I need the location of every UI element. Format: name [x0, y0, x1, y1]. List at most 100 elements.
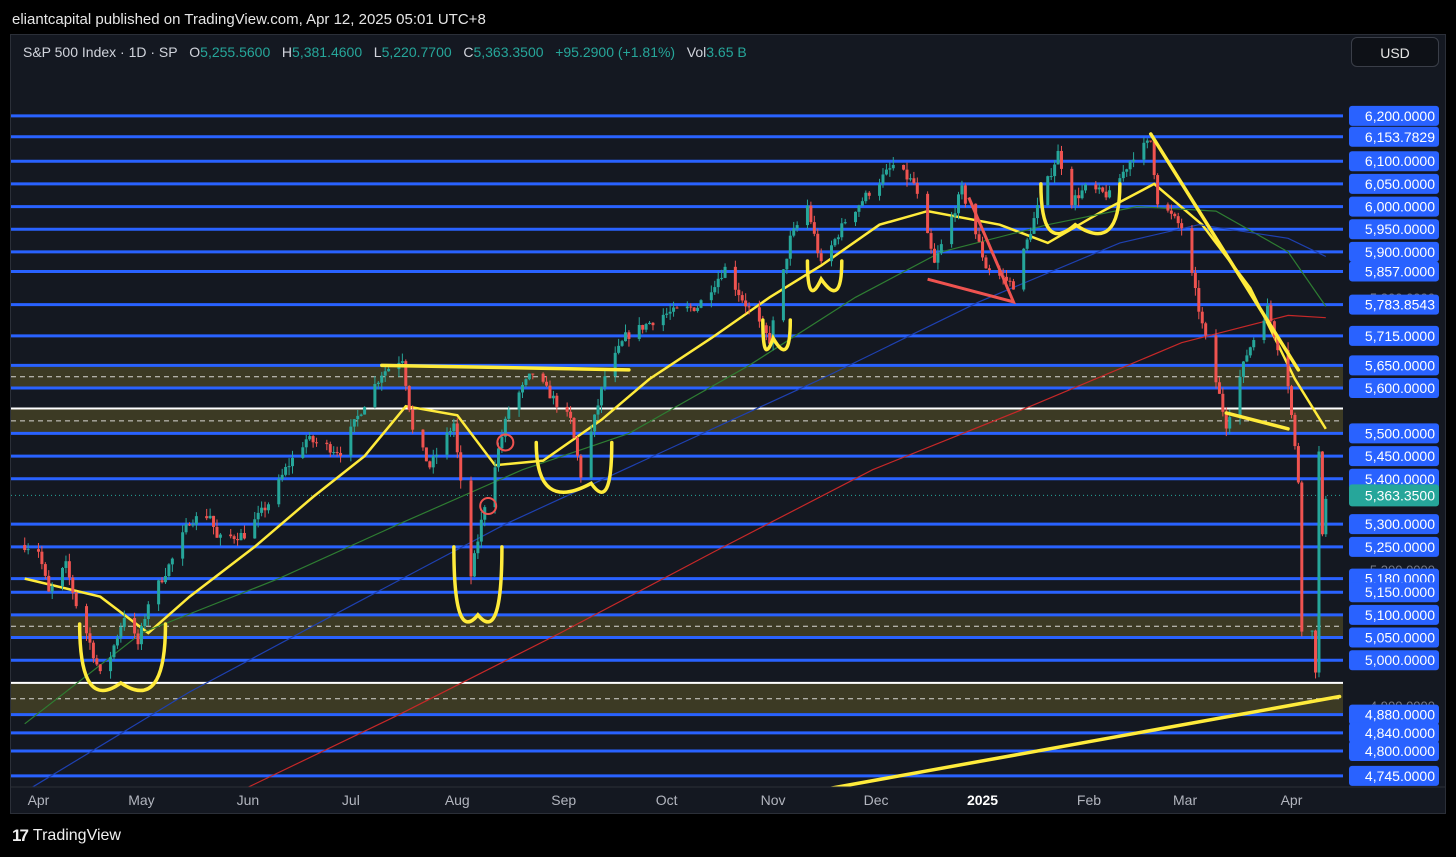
red-wedge-annotation [927, 196, 1017, 305]
price-label-background [1349, 219, 1439, 240]
candle-body [205, 516, 209, 519]
price-label-text: 5,715.0000 [1365, 328, 1435, 344]
candle-body [648, 322, 652, 325]
candle-body [284, 466, 288, 475]
candle-body [1132, 159, 1136, 162]
candle-body [689, 306, 693, 308]
candle-body [981, 241, 985, 258]
candle-body [1241, 361, 1245, 377]
candle-body [133, 617, 137, 634]
candle-body [143, 619, 147, 627]
candle-body [521, 384, 525, 393]
candle-body [840, 223, 844, 238]
candle-body [407, 385, 411, 410]
candle-body [43, 564, 47, 576]
moving-average-line [24, 182, 1327, 635]
candle-body [122, 617, 126, 628]
candle-body [325, 442, 329, 445]
price-label-background [1349, 294, 1439, 315]
price-label-text: 5,900.0000 [1365, 244, 1435, 260]
price-chart[interactable]: 5,800.00005,200.00004,900.00006,200.0000… [11, 35, 1445, 813]
candle-body [387, 368, 391, 372]
candle-body [328, 444, 332, 453]
candle-body [1248, 347, 1252, 356]
candle-body [380, 375, 384, 383]
candle-body [1180, 223, 1184, 229]
candle-body [819, 253, 823, 262]
candle-body [579, 455, 583, 478]
price-label-text: 6,153.7829 [1365, 129, 1435, 145]
tradingview-logo[interactable]: 17 TradingView [12, 826, 121, 846]
price-label-background [1349, 604, 1439, 625]
candle-body [170, 558, 174, 565]
price-label-background [1349, 423, 1439, 444]
candle-body [929, 233, 933, 249]
candle-body [888, 168, 892, 170]
time-axis-tick: 2025 [967, 792, 998, 808]
candle-body [277, 478, 281, 505]
candle-body [26, 549, 30, 551]
candle-body [1252, 340, 1256, 348]
candle-body [383, 371, 387, 376]
red-circle-annotation [479, 496, 498, 515]
candle-body [1077, 195, 1081, 199]
price-label-background [1349, 740, 1439, 761]
red-circle-annotation [496, 433, 515, 452]
candle-body [1104, 191, 1108, 198]
candle-body [1262, 320, 1266, 341]
price-label-text: 5,400.0000 [1365, 471, 1435, 487]
candle-body [1296, 446, 1300, 483]
candle-body [1290, 386, 1294, 415]
candle-body [459, 452, 463, 481]
high-value: 5,381.4600 [292, 44, 363, 60]
candle-body [163, 576, 167, 583]
cup-annotation [77, 622, 168, 693]
candle-body [963, 185, 967, 204]
price-label-background [1349, 722, 1439, 743]
candle-body [1265, 305, 1269, 321]
candle-body [421, 429, 425, 448]
candle-body [836, 237, 840, 240]
candle-body [448, 431, 452, 433]
candle-body [974, 203, 978, 235]
price-label-text: 5,300.0000 [1365, 516, 1435, 532]
moving-average-line [24, 224, 1327, 793]
candle-body [1190, 228, 1194, 273]
price-label-text: 5,950.0000 [1365, 221, 1435, 237]
price-label-text: 6,000.0000 [1365, 199, 1435, 215]
candle-body [266, 504, 270, 511]
candle-body [136, 633, 140, 645]
price-label-background [1349, 582, 1439, 603]
candle-body [184, 524, 188, 533]
candle-body [675, 307, 679, 309]
candle-body [308, 436, 312, 440]
symbol-label[interactable]: S&P 500 Index · 1D · SP [23, 44, 178, 60]
candle-body [1197, 288, 1201, 312]
candle-body [795, 225, 799, 229]
candle-body [376, 382, 380, 384]
candle-body [1097, 187, 1101, 190]
currency-button[interactable]: USD [1351, 37, 1439, 67]
candle-body [1070, 168, 1074, 206]
time-axis-tick: Nov [761, 792, 786, 808]
price-label-text: 5,600.0000 [1365, 380, 1435, 396]
chart-panel[interactable]: 5,800.00005,200.00004,900.00006,200.0000… [10, 34, 1446, 814]
time-axis-tick: Dec [864, 792, 889, 808]
candle-body [661, 314, 665, 326]
candle-body [1300, 482, 1304, 632]
candle-body [1176, 216, 1180, 224]
candle-body [146, 604, 150, 620]
candle-body [181, 532, 185, 559]
price-label-background [1349, 514, 1439, 535]
price-label-background [1349, 196, 1439, 217]
candle-body [1145, 140, 1149, 143]
candle-body [1008, 280, 1012, 282]
price-label-text: 5,250.0000 [1365, 539, 1435, 555]
candle-body [194, 516, 198, 525]
candle-body [878, 183, 882, 196]
candle-body [476, 541, 480, 554]
candle-body [932, 248, 936, 263]
volume-value: 3.65 B [706, 44, 747, 60]
price-label-background [1349, 650, 1439, 671]
